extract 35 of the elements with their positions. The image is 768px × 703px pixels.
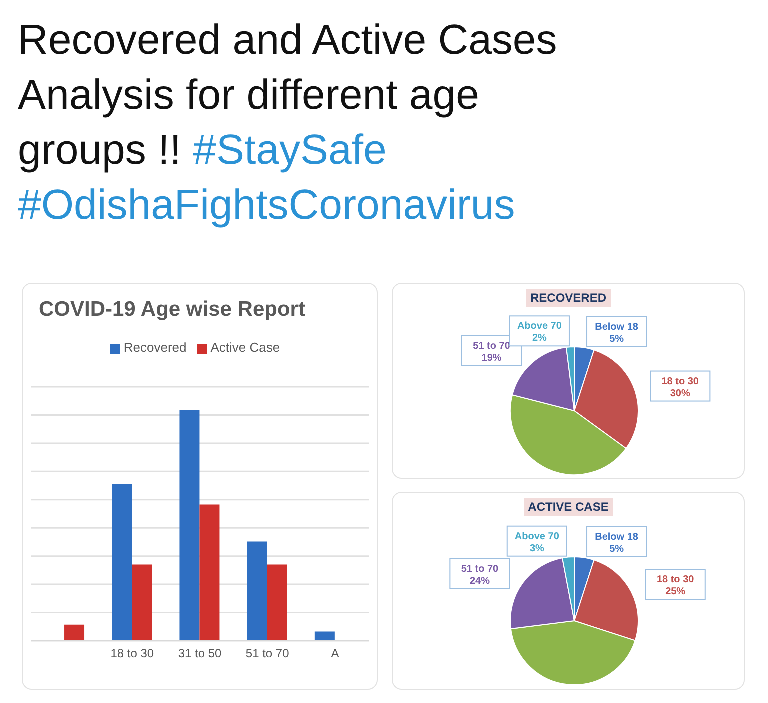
bar [247, 542, 268, 641]
bar [112, 484, 132, 641]
slice-label: Above 70 [514, 531, 560, 542]
data-label: 30% [670, 388, 690, 400]
slice-label: 18 to 30 [656, 574, 695, 586]
bar [132, 564, 152, 641]
chart-title: ACTIVE CASE [528, 500, 609, 514]
legend-label: Recovered [124, 340, 187, 355]
data-label: 24% [470, 576, 490, 587]
bar [180, 410, 200, 641]
slice-label: Above 70 [517, 321, 562, 332]
slice-label: 51 to 70 [473, 340, 511, 352]
x-tick-label: A [331, 646, 340, 661]
data-label: 19% [482, 352, 502, 364]
data-label: 5% [610, 334, 624, 345]
bar [267, 564, 288, 641]
slice-label: 51 to 70 [461, 564, 500, 575]
slice-label: Below 18 [595, 322, 639, 333]
slice-label: Below 18 [595, 532, 639, 543]
slice-label: 18 to 30 [662, 376, 700, 388]
data-label: 3% [530, 543, 545, 554]
text: #StaySafe [193, 126, 387, 173]
data-label: 25% [666, 586, 686, 598]
chart-title: COVID-19 Age wise Report [39, 298, 306, 321]
x-tick-label: 18 to 30 [110, 646, 154, 661]
x-tick-label: 51 to 70 [246, 646, 290, 661]
data-label: 5% [610, 544, 624, 555]
chart-title: RECOVERED [530, 291, 606, 305]
bar [314, 632, 335, 641]
legend-label: Active Case [210, 340, 280, 355]
text: #OdishaFightsCoronavirus [18, 181, 516, 228]
x-tick-label: 31 to 50 [178, 646, 222, 661]
bar [64, 624, 85, 641]
bar [200, 504, 220, 641]
data-label: 2% [532, 333, 548, 344]
